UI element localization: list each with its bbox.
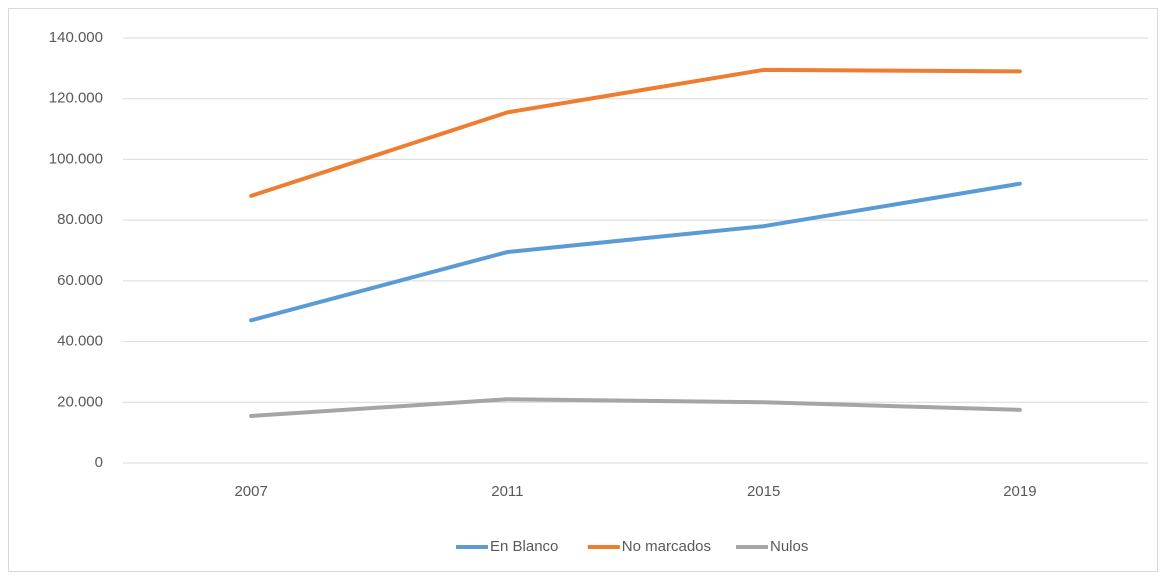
y-tick-label: 60.000 — [57, 272, 103, 289]
x-tick-label: 2019 — [1003, 483, 1036, 500]
legend-label: No marcados — [622, 538, 711, 555]
y-tick-label: 80.000 — [57, 211, 103, 228]
legend-label: Nulos — [770, 538, 808, 555]
y-tick-label: 120.000 — [49, 90, 103, 107]
x-tick-label: 2015 — [747, 483, 780, 500]
y-tick-label: 20.000 — [57, 393, 103, 410]
y-tick-label: 100.000 — [49, 150, 103, 167]
legend-label: En Blanco — [490, 538, 558, 555]
y-tick-label: 0 — [95, 454, 103, 471]
x-tick-label: 2011 — [491, 483, 523, 500]
series-line — [249, 181, 1022, 323]
series-line — [249, 397, 1022, 418]
chart-frame — [8, 8, 1158, 572]
y-tick-label: 40.000 — [57, 333, 103, 350]
y-tick-label: 140.000 — [49, 29, 103, 46]
x-tick-label: 2007 — [234, 483, 267, 500]
series-line — [249, 67, 1022, 198]
